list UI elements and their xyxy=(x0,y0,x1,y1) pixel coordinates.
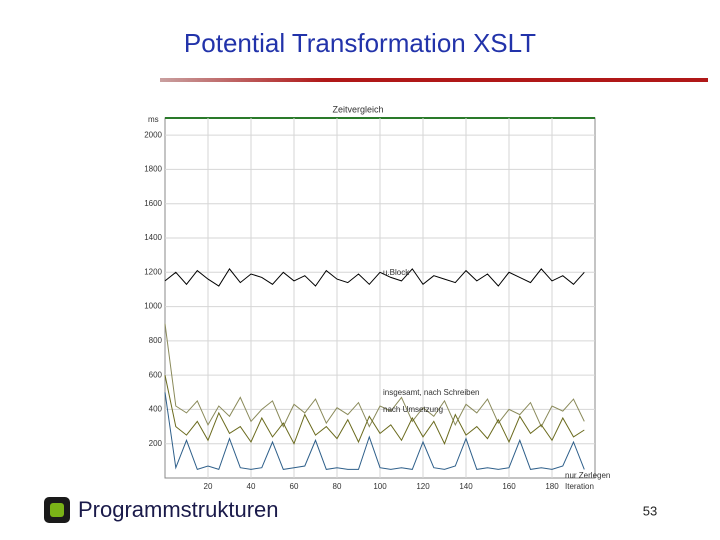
series-line xyxy=(164,392,585,471)
y-tick-label: 1600 xyxy=(144,199,162,208)
series-annotation: nach Umsetzung xyxy=(383,405,443,414)
series-line xyxy=(164,268,585,287)
y-tick-label: 1800 xyxy=(144,165,162,174)
title-rule xyxy=(160,78,708,82)
logo xyxy=(44,497,70,523)
y-tick-label: 400 xyxy=(149,405,163,414)
x-tick-label: 180 xyxy=(545,482,559,491)
series-line xyxy=(164,374,585,445)
x-tick-label: 60 xyxy=(290,482,299,491)
x-tick-label: 120 xyxy=(416,482,430,491)
x-tick-label: 160 xyxy=(502,482,516,491)
series-line xyxy=(164,323,585,428)
y-axis-label: ms xyxy=(148,115,159,124)
logo-text: Programmstrukturen xyxy=(78,497,279,522)
y-tick-label: 1200 xyxy=(144,267,162,276)
y-tick-label: 200 xyxy=(149,439,163,448)
y-tick-label: 1400 xyxy=(144,233,162,242)
x-tick-label: 80 xyxy=(333,482,342,491)
x-tick-label: 40 xyxy=(247,482,256,491)
y-tick-label: 2000 xyxy=(144,130,162,139)
page-number: 53 xyxy=(643,503,657,518)
x-axis-label: Iteration xyxy=(565,482,594,491)
series-annotation: nur Zerlegen xyxy=(565,471,610,480)
x-tick-label: 100 xyxy=(373,482,387,491)
chart-title: Zeitvergleich xyxy=(332,104,383,114)
y-tick-label: 1000 xyxy=(144,302,162,311)
series-annotation: u.Block xyxy=(383,268,410,277)
x-tick-label: 140 xyxy=(459,482,473,491)
slide-title: Potential Transformation XSLT xyxy=(184,28,536,58)
y-tick-label: 600 xyxy=(149,370,163,379)
series-annotation: insgesamt, nach Schreiben xyxy=(383,388,480,397)
y-tick-label: 800 xyxy=(149,336,163,345)
x-tick-label: 20 xyxy=(204,482,213,491)
